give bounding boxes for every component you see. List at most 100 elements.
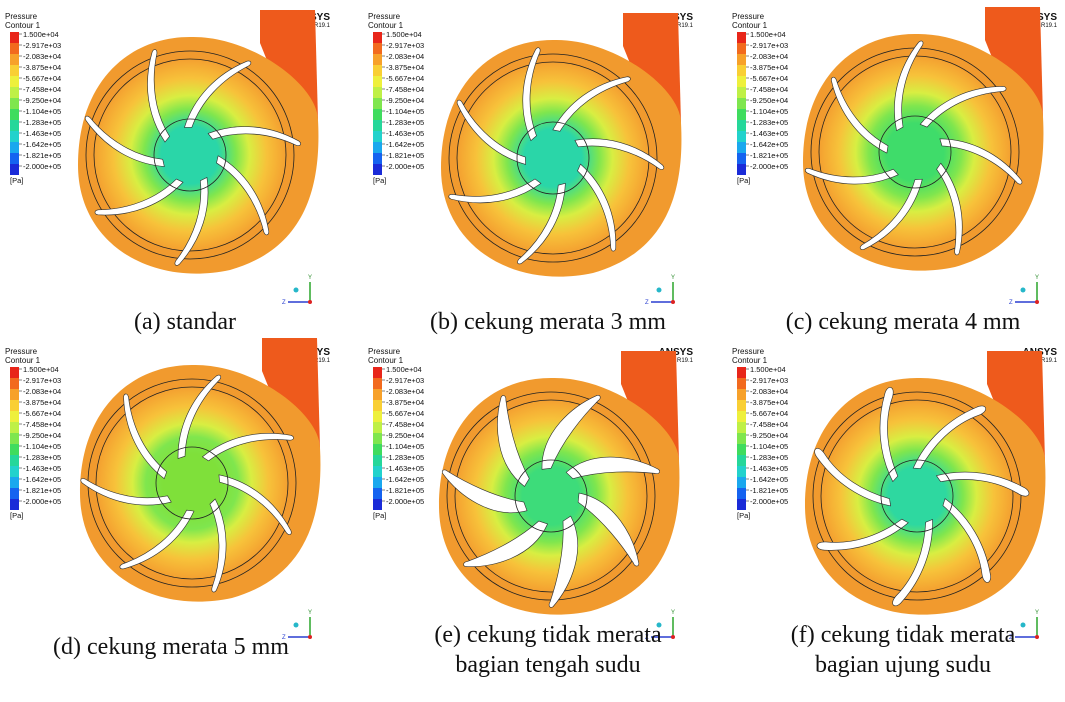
colorbar-swatch	[10, 466, 19, 477]
colorbar-swatch	[737, 466, 746, 477]
impeller-blade	[814, 448, 892, 507]
impeller-blade	[816, 518, 909, 551]
colorbar-swatch	[10, 32, 19, 43]
colorbar-tick-label: 1.500e+04	[23, 30, 59, 39]
colorbar-swatch	[10, 65, 19, 76]
impeller-blade	[936, 162, 963, 256]
colorbar-swatch	[373, 54, 382, 65]
impeller-blade	[939, 138, 1023, 185]
colorbar-unit: [Pa]	[737, 511, 750, 520]
colorbar-swatch	[10, 153, 19, 164]
colorbar-swatch	[10, 142, 19, 153]
colorbar-tick-label: -1.821e+05	[23, 486, 61, 495]
colorbar-tick-label: -9.250e+04	[23, 96, 61, 105]
colorbar-swatch	[737, 499, 746, 510]
colorbar-swatch	[737, 32, 746, 43]
impeller-blade	[94, 178, 184, 216]
colorbar-tick-label: -2.083e+04	[386, 52, 424, 61]
impeller-blade	[463, 520, 549, 567]
colorbar-tick-label: -1.283e+05	[750, 118, 788, 127]
impeller-blade	[565, 456, 660, 480]
colorbar-swatch	[373, 142, 382, 153]
colorbar-swatch	[373, 32, 382, 43]
y-axis-label: Y	[308, 610, 312, 616]
colorbar-tick-label: -1.104e+05	[23, 442, 61, 451]
impeller-blade	[218, 474, 292, 535]
colorbar-tick-label: -5.667e+04	[750, 74, 788, 83]
colorbar-title-contour: Contour 1	[5, 21, 41, 30]
colorbar-tick-label: -3.875e+04	[23, 63, 61, 72]
colorbar-tick-label: -3.875e+04	[386, 398, 424, 407]
colorbar-swatch	[737, 164, 746, 175]
impeller-eye	[155, 446, 229, 520]
colorbar-swatch	[737, 389, 746, 400]
caption-line: (c) cekung merata 4 mm	[785, 309, 1021, 335]
panel-caption-f: (f) cekung tidak merata bagian ujung sudu	[733, 620, 1065, 680]
colorbar-swatch	[10, 499, 19, 510]
colorbar-unit: [Pa]	[737, 176, 750, 185]
impeller-blade	[456, 99, 526, 165]
colorbar-tick-label: -1.104e+05	[750, 442, 788, 451]
impeller-blade	[552, 76, 631, 132]
caption-line: bagian tengah sudu	[455, 652, 641, 678]
colorbar-swatch	[10, 98, 19, 109]
impeller-blade	[935, 471, 1030, 497]
colorbar-swatch	[373, 367, 382, 378]
z-axis-label: Z	[1009, 635, 1013, 641]
impeller-blade	[209, 498, 227, 593]
colorbar-swatch	[10, 378, 19, 389]
colorbar-tick-label: -2.000e+05	[750, 497, 788, 506]
colorbar-tick-label: -2.083e+04	[386, 387, 424, 396]
colorbar-swatch	[373, 433, 382, 444]
colorbar-title: Pressure Contour 1	[732, 347, 767, 365]
z-axis-label: Z	[282, 635, 286, 641]
colorbar-tick-label: -2.083e+04	[23, 387, 61, 396]
colorbar-swatch	[373, 65, 382, 76]
colorbar-tick-label: -2.000e+05	[23, 497, 61, 506]
impeller-blade	[147, 49, 170, 143]
colorbar-tick-label: -7.458e+04	[23, 420, 61, 429]
impeller-blade	[577, 163, 617, 252]
colorbar-tick-label: 1.500e+04	[386, 30, 422, 39]
colorbar-swatch	[10, 389, 19, 400]
colorbar-tick-label: -2.083e+04	[750, 52, 788, 61]
colorbar-tick-label: -2.000e+05	[750, 162, 788, 171]
colorbar-title-contour: Contour 1	[732, 356, 768, 365]
colorbar-tick-label: -1.642e+05	[386, 475, 424, 484]
colorbar-tick-label: -2.000e+05	[386, 162, 424, 171]
colorbar-swatch	[373, 164, 382, 175]
panel-caption-c: (c) cekung merata 4 mm	[733, 307, 1065, 337]
colorbar-tick-label: -3.875e+04	[23, 398, 61, 407]
colorbar-swatch	[10, 76, 19, 87]
colorbar-title: Pressure Contour 1	[732, 12, 767, 30]
colorbar-tick-label: 1.500e+04	[750, 30, 786, 39]
colorbar-tick-label: -1.821e+05	[23, 151, 61, 160]
view-indicator-icon	[1020, 622, 1026, 628]
colorbar-swatch	[10, 422, 19, 433]
caption-line: (d) cekung merata 5 mm	[53, 634, 289, 660]
caption-line: (e) cekung tidak merata	[434, 622, 662, 648]
colorbar-tick-label: -1.283e+05	[386, 118, 424, 127]
impeller-blade	[119, 509, 195, 570]
colorbar-swatch	[10, 411, 19, 422]
colorbar-title-quantity: Pressure	[5, 12, 38, 21]
colorbar-tick-label: 1.500e+04	[23, 365, 59, 374]
impeller-blade	[919, 86, 1007, 128]
colorbar-title-quantity: Pressure	[732, 347, 765, 356]
colorbar-swatch	[373, 389, 382, 400]
colorbar-swatch	[373, 43, 382, 54]
impeller-region	[95, 386, 289, 580]
colorbar-tick-label: -5.667e+04	[386, 409, 424, 418]
colorbar-tick-label: -1.104e+05	[386, 107, 424, 116]
impeller-blade	[216, 155, 270, 236]
colorbar-swatch	[10, 400, 19, 411]
impeller-eye	[878, 115, 952, 189]
colorbar-swatch	[373, 466, 382, 477]
colorbar-tick-label: -7.458e+04	[386, 85, 424, 94]
colorbar-swatch	[10, 433, 19, 444]
colorbar-swatch	[737, 378, 746, 389]
